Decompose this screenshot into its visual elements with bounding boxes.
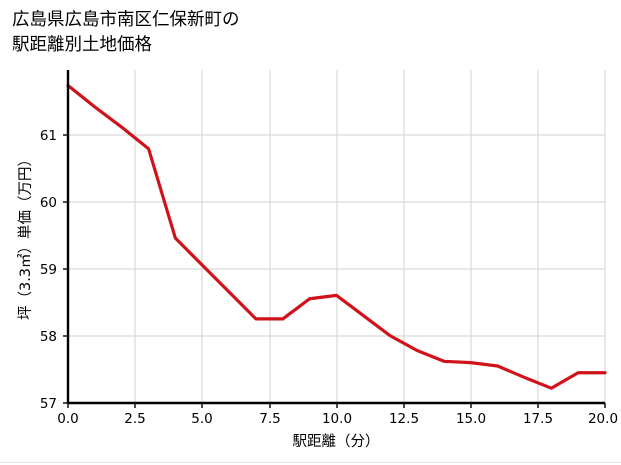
y-tick-label-59: 59: [40, 262, 57, 278]
x-axis-title: 駅距離（分）: [293, 432, 380, 450]
vertical-gridlines: [134, 70, 606, 403]
y-tick-labels: 57 58 59 60 61: [40, 128, 57, 412]
x-tick-label-5: 12.5: [389, 411, 419, 427]
y-tick-label-57: 57: [40, 396, 57, 412]
chart-title-line-1: 広島県広島市南区仁保新町の: [12, 10, 240, 30]
x-tick-label-8: 20.0: [588, 411, 618, 427]
x-tick-label-1: 2.5: [124, 411, 145, 427]
x-tick-marks: [67, 403, 606, 408]
x-tick-label-2: 5.0: [191, 411, 212, 427]
y-axis-title: 坪（3.3㎡）単価（万円）: [17, 152, 34, 320]
x-tick-label-6: 15.0: [456, 411, 486, 427]
y-tick-marks: [63, 134, 68, 404]
data-line-series-1: [66, 83, 607, 390]
x-tick-label-7: 17.5: [523, 411, 553, 427]
figure-bottom-rule: [0, 462, 621, 463]
x-tick-label-4: 10.0: [322, 411, 352, 427]
y-tick-label-61: 61: [40, 128, 57, 144]
x-tick-labels: 0.0 2.5 5.0 7.5 10.0 12.5 15.0 17.5 20.0: [57, 411, 618, 427]
chart-title: 広島県広島市南区仁保新町の 駅距離別土地価格: [12, 8, 572, 58]
x-tick-label-0: 0.0: [57, 411, 78, 427]
y-tick-label-60: 60: [40, 195, 57, 211]
chart-title-line-2: 駅距離別土地価格: [12, 35, 152, 55]
y-tick-label-58: 58: [40, 329, 57, 345]
x-tick-label-3: 7.5: [259, 411, 280, 427]
